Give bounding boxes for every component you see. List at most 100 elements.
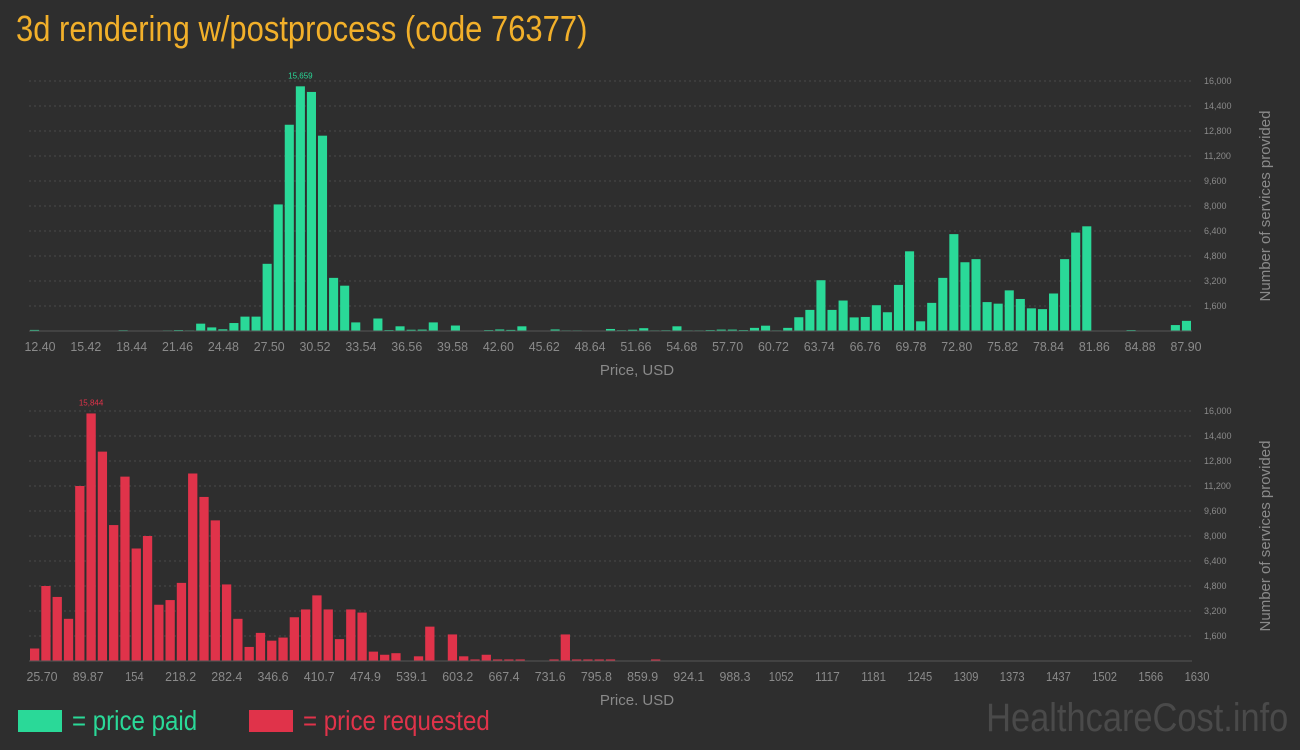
paid-bar	[727, 329, 737, 331]
paid-bar	[428, 322, 438, 331]
paid-bar	[218, 329, 228, 331]
requested-bar	[188, 473, 198, 661]
requested-bar	[176, 582, 187, 661]
requested-xtick-label: 1052	[769, 669, 794, 684]
paid-bar	[993, 303, 1003, 331]
requested-peak-label: 15,844	[79, 398, 104, 407]
paid-bar	[1049, 293, 1059, 331]
paid-bar	[1015, 298, 1025, 331]
paid-xtick-label: 75.82	[987, 339, 1018, 354]
paid-bar	[229, 323, 239, 331]
paid-xtick-label: 51.66	[620, 339, 651, 354]
requested-bar	[52, 596, 62, 661]
requested-ytick-label: 11,200	[1204, 481, 1231, 491]
requested-ytick-label: 1,600	[1204, 631, 1227, 641]
requested-bar	[605, 659, 616, 661]
paid-xtick-label: 18.44	[116, 339, 147, 354]
requested-bar	[86, 413, 96, 661]
paid-xtick-label: 66.76	[850, 339, 881, 354]
requested-bar	[63, 618, 74, 661]
paid-bar	[960, 262, 970, 331]
paid-bar	[916, 321, 926, 331]
paid-xtick-label: 63.74	[804, 339, 835, 354]
requested-ytick-label: 4,800	[1204, 581, 1227, 591]
requested-bar	[142, 536, 153, 661]
requested-bar	[504, 659, 514, 661]
requested-xtick-label: 89.87	[73, 669, 104, 684]
paid-bar	[395, 326, 405, 331]
requested-xtick-label: 410.7	[304, 669, 335, 684]
requested-bar	[481, 654, 491, 661]
paid-bar	[949, 234, 959, 331]
paid-xtick-label: 84.88	[1125, 339, 1156, 354]
paid-bar	[373, 318, 383, 331]
requested-ytick-label: 3,200	[1204, 606, 1227, 616]
requested-bar	[300, 609, 311, 661]
paid-ytick-label: 11,200	[1204, 151, 1231, 161]
requested-bar	[515, 659, 525, 661]
paid-bar	[905, 251, 915, 331]
paid-bar	[982, 302, 992, 331]
paid-xtick-label: 12.40	[25, 339, 56, 354]
requested-bar	[651, 659, 661, 661]
requested-bar	[244, 646, 254, 661]
paid-bar	[262, 263, 272, 331]
requested-bar	[571, 659, 582, 661]
paid-ytick-label: 6,400	[1204, 226, 1227, 236]
paid-bar	[672, 326, 682, 331]
requested-xtick-label: 1373	[1000, 669, 1025, 684]
requested-ytick-label: 6,400	[1204, 556, 1227, 566]
requested-xtick-label: 1566	[1138, 669, 1163, 684]
requested-bar	[289, 617, 299, 661]
paid-bar	[207, 327, 217, 331]
requested-bar	[154, 604, 164, 661]
legend-requested-label: = price requested	[303, 705, 490, 736]
paid-bar	[860, 316, 870, 331]
requested-bar	[380, 654, 390, 661]
requested-xtick-label: 282.4	[211, 669, 242, 684]
requested-xtick-label: 1181	[861, 669, 886, 684]
paid-bar	[849, 317, 859, 331]
requested-bar	[312, 595, 322, 661]
paid-bar	[306, 91, 316, 331]
requested-xtick-label: 795.8	[581, 669, 612, 684]
paid-bar	[805, 309, 815, 331]
requested-bar	[549, 659, 559, 661]
requested-xtick-label: 474.9	[350, 669, 381, 684]
requested-bar	[165, 600, 175, 661]
paid-ytick-label: 9,600	[1204, 176, 1227, 186]
paid-xtick-label: 15.42	[70, 339, 101, 354]
paid-bar	[838, 300, 848, 331]
paid-ytick-label: 16,000	[1204, 76, 1232, 86]
paid-bar	[794, 317, 804, 331]
paid-bar	[639, 328, 649, 331]
requested-xtick-label: 346.6	[258, 669, 289, 684]
paid-bar	[317, 135, 328, 331]
paid-bar	[761, 325, 771, 331]
requested-bar	[255, 632, 266, 661]
paid-y-axis-label: Number of services provided	[1257, 111, 1274, 302]
watermark: HealthcareCost.info	[985, 696, 1288, 740]
legend-paid-swatch	[18, 710, 62, 732]
requested-x-axis-label: Price, USD	[600, 692, 674, 705]
legend-price-requested: = price requested	[249, 704, 520, 738]
requested-ytick-label: 12,800	[1204, 456, 1232, 466]
paid-bar	[273, 204, 283, 331]
requested-bar	[560, 634, 570, 661]
paid-bar	[938, 277, 948, 331]
paid-ytick-label: 8,000	[1204, 201, 1227, 211]
requested-bar	[97, 451, 108, 661]
paid-xtick-label: 48.64	[575, 339, 606, 354]
paid-xtick-label: 69.78	[895, 339, 926, 354]
paid-xtick-label: 21.46	[162, 339, 193, 354]
legend-price-paid: = price paid	[18, 704, 218, 738]
paid-bar	[417, 329, 427, 331]
paid-ytick-label: 4,800	[1204, 251, 1227, 261]
requested-ytick-label: 16,000	[1204, 406, 1232, 416]
requested-xtick-label: 1502	[1092, 669, 1117, 684]
paid-xtick-label: 72.80	[941, 339, 972, 354]
paid-bar	[816, 280, 826, 331]
requested-xtick-label: 988.3	[720, 669, 751, 684]
requested-bar	[425, 626, 435, 661]
requested-bar	[278, 637, 288, 661]
